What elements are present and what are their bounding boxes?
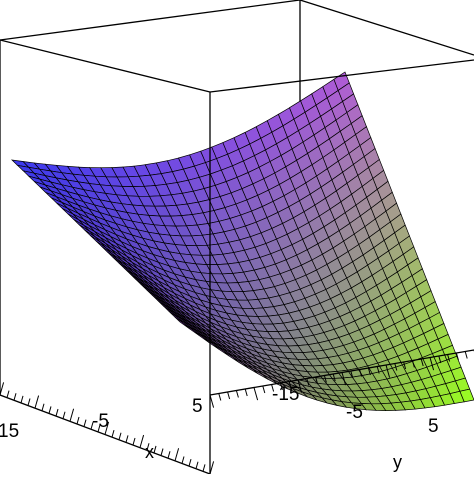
y-tick-mark	[359, 369, 363, 377]
y-tick-mark	[235, 390, 239, 398]
x-tick-mark	[111, 429, 115, 438]
y-axis: -15 -5 5 y	[209, 349, 474, 472]
box-edge	[0, 0, 301, 41]
x-tick-mark	[41, 403, 45, 411]
y-tick-mark	[315, 376, 319, 385]
x-tick-mark	[34, 395, 40, 409]
x-tick-mark	[6, 390, 10, 398]
x-tick-mark	[174, 448, 180, 461]
y-tick-mark	[209, 394, 215, 408]
x-tick-mark	[62, 411, 66, 419]
x-tick-mark	[90, 422, 94, 430]
y-tick-mark	[323, 375, 327, 383]
x-tick-label: 5	[192, 396, 203, 417]
x-tick-mark	[195, 461, 199, 469]
y-tick-mark	[218, 393, 222, 401]
x-tick-mark	[160, 448, 164, 456]
y-tick-mark	[279, 382, 283, 391]
x-tick-mark	[104, 421, 110, 435]
x-tick-mark	[48, 406, 52, 414]
saddle-surface	[10, 71, 474, 411]
box-edge	[209, 59, 474, 93]
y-tick-mark	[376, 366, 380, 374]
x-tick-mark	[69, 408, 75, 422]
x-tick-mark	[132, 437, 136, 446]
x-tick-mark	[27, 398, 31, 406]
x-tick-mark	[125, 435, 129, 443]
y-tick-mark	[288, 381, 292, 389]
x-ticks	[0, 382, 215, 475]
bounding-box-front	[0, 39, 474, 474]
y-tick-mark	[297, 379, 303, 393]
y-tick-label: -5	[346, 402, 363, 423]
x-tick-mark	[20, 395, 24, 404]
y-tick-mark	[447, 354, 451, 362]
y-tick-mark	[306, 378, 310, 386]
y-tick-mark	[350, 370, 354, 379]
y-tick-mark	[438, 355, 442, 364]
surface-mesh-cell	[459, 388, 474, 403]
y-tick-mark	[429, 357, 435, 371]
y-tick-mark	[341, 372, 347, 386]
y-tick-mark	[227, 391, 231, 400]
x-tick-mark	[13, 393, 17, 401]
x-tick-mark	[83, 419, 87, 427]
y-tick-mark	[420, 358, 424, 367]
x-tick-mark	[188, 458, 192, 467]
x-tick-mark	[209, 461, 215, 475]
y-tick-mark	[394, 363, 398, 371]
x-axis-label: x	[145, 442, 154, 462]
x-tick-label: -5	[92, 411, 109, 432]
y-tick-mark	[403, 361, 407, 370]
box-edge	[299, 0, 474, 56]
y-tick-mark	[262, 385, 266, 394]
x-tick-mark	[0, 382, 5, 396]
y-tick-label: 5	[428, 416, 439, 437]
y-tick-label: -15	[272, 384, 299, 405]
x-axis: 15 -5 5 x	[0, 382, 215, 475]
y-tick-mark	[411, 360, 415, 368]
y-tick-mark	[253, 387, 259, 401]
y-axis-label: y	[393, 452, 402, 472]
y-tick-mark	[455, 352, 459, 361]
x-tick-mark	[153, 445, 157, 454]
x-tick-mark	[118, 432, 122, 440]
x-tick-mark	[167, 451, 171, 459]
y-tick-mark	[367, 367, 371, 376]
x-tick-mark	[55, 408, 59, 417]
x-tick-mark	[146, 443, 150, 451]
x-tick-mark	[76, 416, 80, 425]
x-tick-label: 15	[0, 421, 19, 442]
y-ticks	[209, 350, 474, 408]
y-tick-mark	[244, 388, 248, 397]
y-tick-mark	[271, 384, 275, 392]
x-tick-mark	[202, 464, 206, 472]
x-tick-mark	[97, 424, 101, 433]
x-tick-mark	[181, 456, 185, 464]
y-tick-mark	[385, 364, 391, 378]
y-tick-mark	[332, 373, 336, 382]
y-tick-mark	[464, 351, 468, 359]
x-tick-mark	[139, 434, 145, 448]
box-edge	[0, 39, 211, 93]
